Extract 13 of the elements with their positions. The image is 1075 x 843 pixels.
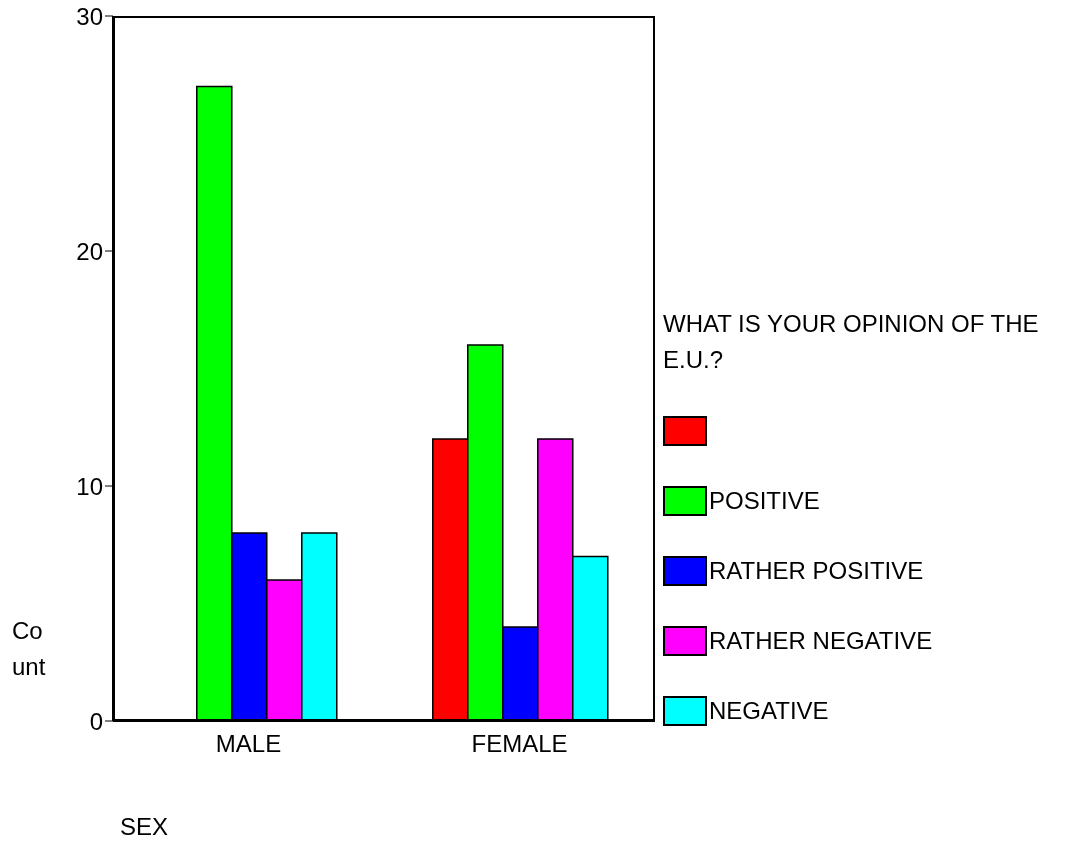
legend-title: WHAT IS YOUR OPINION OF THE E.U.? <box>663 309 1040 375</box>
x-axis-title: SEX <box>120 813 169 841</box>
legend-label: NEGATIVE <box>709 697 829 725</box>
x-tick-label: FEMALE <box>471 730 568 758</box>
y-tick-label: 20 <box>76 237 103 265</box>
y-tick-label: 0 <box>89 707 103 735</box>
y-axis-title: Count <box>12 616 47 682</box>
legend-label: RATHER NEGATIVE <box>709 627 933 655</box>
y-tick-label: 30 <box>76 2 103 30</box>
legend-label: POSITIVE <box>709 487 820 515</box>
legend-label: RATHER POSITIVE <box>709 557 924 585</box>
x-tick-label: MALE <box>215 730 282 758</box>
y-tick-label: 10 <box>76 472 103 500</box>
